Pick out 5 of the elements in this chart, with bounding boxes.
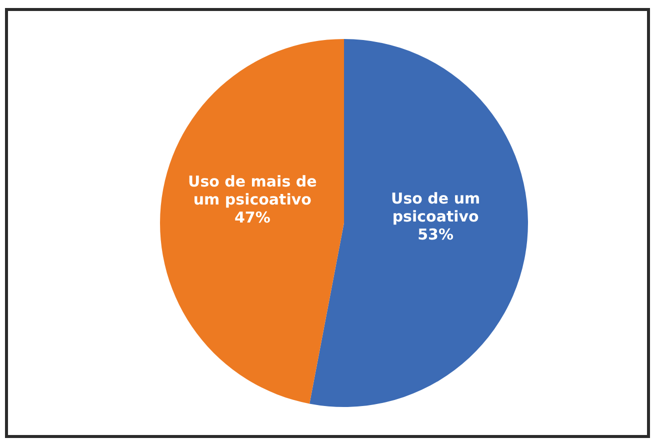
pie-slice xyxy=(160,39,344,404)
data-label: 47% xyxy=(234,208,270,226)
slice-label: Uso de um psicoativo xyxy=(391,190,480,226)
data-label: 53% xyxy=(418,226,454,244)
slice-label: Uso de mais de um psicoativo xyxy=(188,172,317,208)
